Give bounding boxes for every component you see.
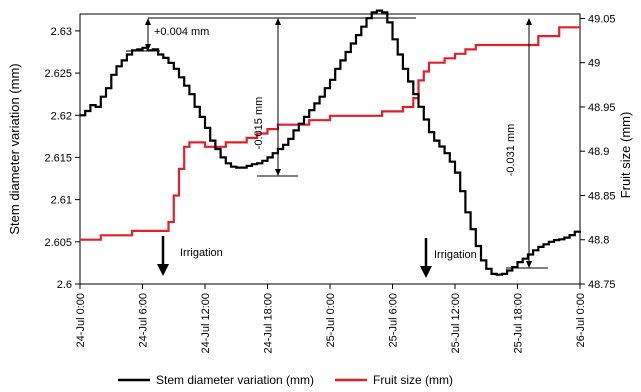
legend-label-fruit: Fruit size (mm)	[373, 373, 453, 387]
x-tick-label: 24-Jul 0:00	[75, 293, 87, 347]
x-tick-label: 24-Jul 18:00	[263, 293, 275, 354]
y-right-tick-label: 48.75	[588, 279, 616, 291]
x-tick-label: 26-Jul 0:00	[575, 293, 587, 347]
delta-label-3: -0.031 mm	[505, 124, 517, 177]
x-ticks: 24-Jul 0:00 24-Jul 6:00 24-Jul 12:00 24-Jul…	[75, 284, 587, 354]
irrigation-arrow-1	[157, 236, 169, 276]
series-line-stem-diameter	[80, 9, 582, 276]
y-left-tick-label: 2.63	[51, 26, 72, 38]
legend: Stem diameter variation (mm) Fruit size …	[118, 373, 453, 387]
y-left-tick-label: 2.6	[57, 279, 72, 291]
x-tick-label: 24-Jul 12:00	[200, 293, 212, 354]
legend-label-stem: Stem diameter variation (mm)	[156, 373, 314, 387]
irrigation-arrow-2	[420, 238, 432, 278]
y-right-ticks: 48.75 48.8 48.85 48.9 48.95 49 49.05	[580, 13, 616, 291]
y-left-tick-label: 2.605	[44, 237, 72, 249]
y-right-axis-title: Fruit size (mm)	[618, 112, 633, 199]
y-left-tick-label: 2.62	[51, 110, 72, 122]
y-right-tick-label: 49.05	[588, 13, 616, 25]
annotations	[126, 17, 548, 269]
y-right-tick-label: 48.9	[588, 146, 609, 158]
y-right-tick-label: 48.85	[588, 190, 616, 202]
y-right-tick-label: 48.8	[588, 235, 609, 247]
series-line-fruit-size	[80, 26, 580, 241]
x-tick-label: 25-Jul 6:00	[388, 293, 400, 347]
x-tick-label: 25-Jul 12:00	[450, 293, 462, 354]
irrigation-label-1: Irrigation	[180, 247, 223, 259]
y-left-tick-label: 2.615	[44, 152, 72, 164]
y-left-tick-label: 2.625	[44, 68, 72, 80]
irrigation-label-2: Irrigation	[434, 249, 477, 261]
y-right-tick-label: 48.95	[588, 102, 616, 114]
x-tick-label: 24-Jul 6:00	[138, 293, 150, 347]
y-left-ticks: 2.6 2.605 2.61 2.615 2.62 2.625 2.63	[44, 26, 80, 291]
y-left-tick-label: 2.61	[51, 195, 72, 207]
delta-label-2: -0.015 mm	[253, 97, 265, 150]
x-tick-label: 25-Jul 18:00	[513, 293, 525, 354]
y-left-axis-title: Stem diameter variation (mm)	[7, 63, 22, 234]
delta-label-1: +0.004 mm	[154, 26, 209, 38]
x-tick-label: 25-Jul 0:00	[325, 293, 337, 347]
y-right-tick-label: 49	[588, 58, 600, 70]
